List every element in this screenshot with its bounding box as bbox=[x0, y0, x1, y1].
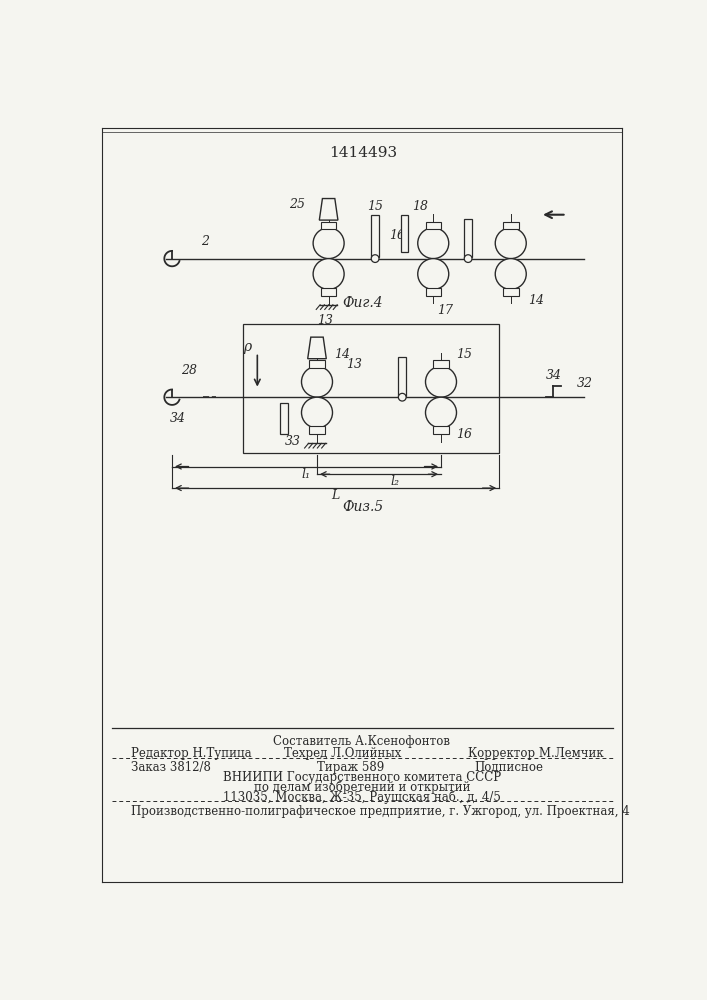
Text: 2: 2 bbox=[201, 235, 209, 248]
Text: ρ: ρ bbox=[243, 340, 251, 354]
Circle shape bbox=[418, 259, 449, 289]
Circle shape bbox=[418, 228, 449, 259]
Text: 32: 32 bbox=[577, 377, 592, 390]
Text: 25: 25 bbox=[289, 198, 305, 211]
Bar bbox=[398, 357, 406, 396]
Polygon shape bbox=[308, 337, 327, 359]
Polygon shape bbox=[320, 199, 338, 220]
Bar bbox=[433, 360, 449, 368]
Text: Техред Л.Олийных: Техред Л.Олийных bbox=[284, 747, 402, 760]
Text: 15: 15 bbox=[457, 348, 472, 361]
Circle shape bbox=[464, 255, 472, 262]
Text: по делам изобретений и открытий: по делам изобретений и открытий bbox=[254, 781, 470, 794]
Circle shape bbox=[426, 397, 457, 428]
Text: Составитель А.Ксенофонтов: Составитель А.Ксенофонтов bbox=[274, 735, 450, 748]
Bar bbox=[243, 324, 499, 453]
Text: 13: 13 bbox=[346, 358, 363, 371]
Text: 16: 16 bbox=[457, 428, 472, 441]
Text: l₂: l₂ bbox=[390, 475, 399, 488]
Text: 14: 14 bbox=[528, 294, 544, 307]
Text: 17: 17 bbox=[437, 304, 453, 317]
Bar bbox=[433, 426, 449, 434]
Circle shape bbox=[398, 393, 406, 401]
Bar bbox=[321, 222, 337, 229]
Text: ВНИИПИ Государственного комитета СССР: ВНИИПИ Государственного комитета СССР bbox=[223, 771, 501, 784]
Bar bbox=[309, 360, 325, 368]
Text: Заказ 3812/8: Заказ 3812/8 bbox=[131, 761, 211, 774]
Text: Фиг.4: Фиг.4 bbox=[342, 296, 383, 310]
Text: 13: 13 bbox=[317, 314, 333, 327]
Circle shape bbox=[495, 228, 526, 259]
Text: 18: 18 bbox=[412, 200, 428, 213]
Text: Физ.5: Физ.5 bbox=[342, 500, 383, 514]
Circle shape bbox=[371, 255, 379, 262]
Circle shape bbox=[313, 228, 344, 259]
Text: 33: 33 bbox=[285, 435, 301, 448]
Text: Редактор Н.Тупица: Редактор Н.Тупица bbox=[131, 747, 252, 760]
Bar bbox=[280, 403, 288, 434]
Text: l₁: l₁ bbox=[302, 468, 310, 481]
Text: Производственно-полиграфическое предприятие, г. Ужгород, ул. Проектная, 4: Производственно-полиграфическое предприя… bbox=[131, 805, 630, 818]
Text: 16: 16 bbox=[389, 229, 405, 242]
Text: Корректор М.Лемчик: Корректор М.Лемчик bbox=[468, 747, 604, 760]
Text: Подписное: Подписное bbox=[474, 761, 543, 774]
Text: 15: 15 bbox=[367, 200, 383, 213]
Bar bbox=[426, 288, 441, 296]
Bar bbox=[426, 222, 441, 229]
Circle shape bbox=[426, 366, 457, 397]
Text: 34: 34 bbox=[545, 369, 561, 382]
Bar bbox=[321, 288, 337, 296]
Bar bbox=[402, 215, 408, 252]
Text: 1414493: 1414493 bbox=[329, 146, 397, 160]
Text: L: L bbox=[332, 489, 340, 502]
Bar bbox=[309, 426, 325, 434]
Circle shape bbox=[495, 259, 526, 289]
Text: 14: 14 bbox=[334, 348, 350, 361]
Text: 28: 28 bbox=[181, 364, 197, 377]
Circle shape bbox=[301, 397, 332, 428]
Text: 113035, Москва, Ж-35, Раушская наб., д. 4/5: 113035, Москва, Ж-35, Раушская наб., д. … bbox=[223, 791, 501, 804]
Text: 34: 34 bbox=[170, 412, 185, 425]
Text: Тираж 589: Тираж 589 bbox=[317, 761, 384, 774]
Circle shape bbox=[301, 366, 332, 397]
Bar bbox=[464, 219, 472, 257]
Circle shape bbox=[313, 259, 344, 289]
Bar bbox=[503, 288, 518, 296]
Bar bbox=[371, 215, 379, 257]
Bar bbox=[503, 222, 518, 229]
